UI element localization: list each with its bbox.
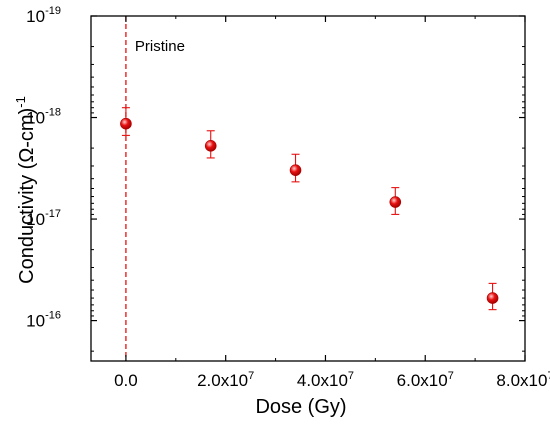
data-point-4 xyxy=(389,196,402,208)
x-tick-label-base-5: 8.0x10 xyxy=(496,371,547,390)
x-tick-label-3: 4.0x107 xyxy=(297,370,354,390)
x-tick-label-base-1: 0.0 xyxy=(114,371,138,390)
data-point-5 xyxy=(486,292,499,304)
x-tick-label-5: 8.0x107 xyxy=(496,370,550,390)
y-tick-label-base-1: 10 xyxy=(26,7,45,26)
y-tick-label-base-4: 10 xyxy=(26,312,45,331)
y-tick-label-1: 10-19 xyxy=(26,5,61,26)
x-tick-label-exp-2: 7 xyxy=(248,370,254,382)
y-tick-label-base-2: 10 xyxy=(26,109,45,128)
x-tick-label-2: 2.0x107 xyxy=(197,370,254,390)
x-tick-label-base-2: 2.0x10 xyxy=(197,371,248,390)
y-tick-label-3: 10-17 xyxy=(26,208,61,229)
y-tick-label-4: 10-16 xyxy=(26,310,61,331)
data-point-3 xyxy=(289,164,302,176)
y-tick-label-exp-4: -16 xyxy=(45,310,61,322)
y-axis-title: Conductivity (Ω-cm)-1 xyxy=(13,96,38,284)
x-tick-label-exp-3: 7 xyxy=(348,370,354,382)
x-axis-title: Dose (Gy) xyxy=(255,396,346,418)
y-axis-title-sup: -1 xyxy=(13,96,28,108)
reference-line-label: Pristine xyxy=(135,38,185,55)
x-tick-label-1: 0.0 xyxy=(114,371,138,390)
data-point-1 xyxy=(120,117,132,130)
plot-frame xyxy=(90,15,526,362)
x-tick-label-exp-4: 7 xyxy=(448,370,454,382)
data-point-2 xyxy=(204,140,217,152)
axis-layer: 0.02.0x1074.0x1076.0x1078.0x10710-1910-1… xyxy=(26,5,550,390)
x-tick-label-base-3: 4.0x10 xyxy=(297,371,348,390)
x-tick-label-exp-5: 7 xyxy=(547,370,550,382)
y-axis-title-main: Conductivity (Ω-cm) xyxy=(16,108,38,284)
plot-layer: Pristine xyxy=(120,16,499,361)
x-tick-label-base-4: 6.0x10 xyxy=(397,371,448,390)
y-tick-label-exp-1: -19 xyxy=(45,5,61,17)
y-tick-label-exp-2: -18 xyxy=(45,107,61,119)
y-tick-label-base-3: 10 xyxy=(26,210,45,229)
x-tick-label-4: 6.0x107 xyxy=(397,370,454,390)
y-tick-label-exp-3: -17 xyxy=(45,208,61,220)
y-tick-label-2: 10-18 xyxy=(26,107,61,128)
